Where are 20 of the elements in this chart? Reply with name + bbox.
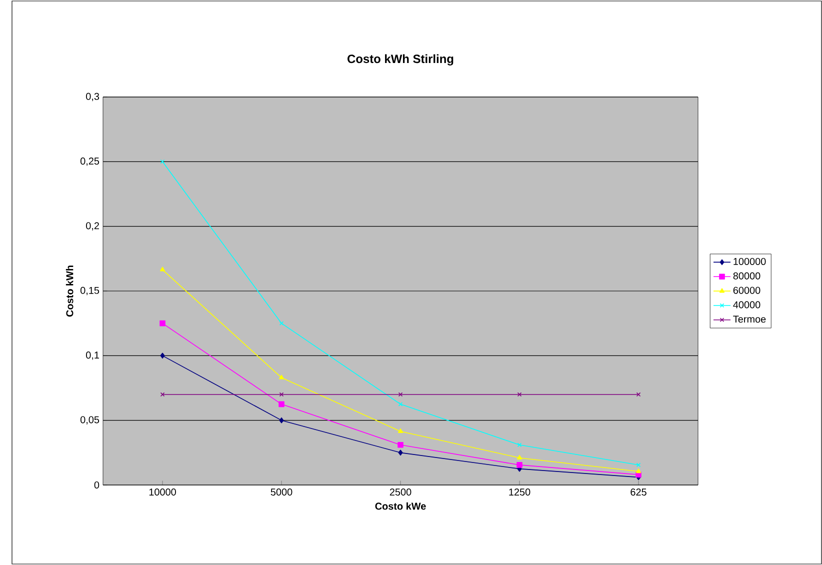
y-tick-label: 0,1 xyxy=(86,352,100,360)
y-tick-label: 0,05 xyxy=(80,416,100,424)
legend-label: 100000 xyxy=(734,258,766,266)
y-tick-label: 0,25 xyxy=(80,158,100,166)
x-tick-label: 1250 xyxy=(509,488,530,496)
legend-label: 80000 xyxy=(733,272,760,280)
x-tick-label: 2500 xyxy=(390,488,412,496)
y-tick-label: 0 xyxy=(94,481,100,489)
y-axis-title: Costo kWh xyxy=(66,266,74,317)
x-axis-title: Costo kWe xyxy=(375,502,426,510)
y-tick-label: 0,2 xyxy=(86,222,99,230)
legend-label: Termoe xyxy=(733,316,766,323)
legend-label: 40000 xyxy=(733,301,760,308)
y-tick-label: 0,3 xyxy=(86,92,100,102)
chart-title: Costo kWh Stirling xyxy=(348,54,454,66)
x-tick-label: 5000 xyxy=(270,488,292,496)
x-tick-label: 10000 xyxy=(149,488,176,496)
legend-label: 60000 xyxy=(733,286,760,294)
x-tick-label: 625 xyxy=(630,488,646,496)
y-tick-label: 0,15 xyxy=(80,286,100,296)
